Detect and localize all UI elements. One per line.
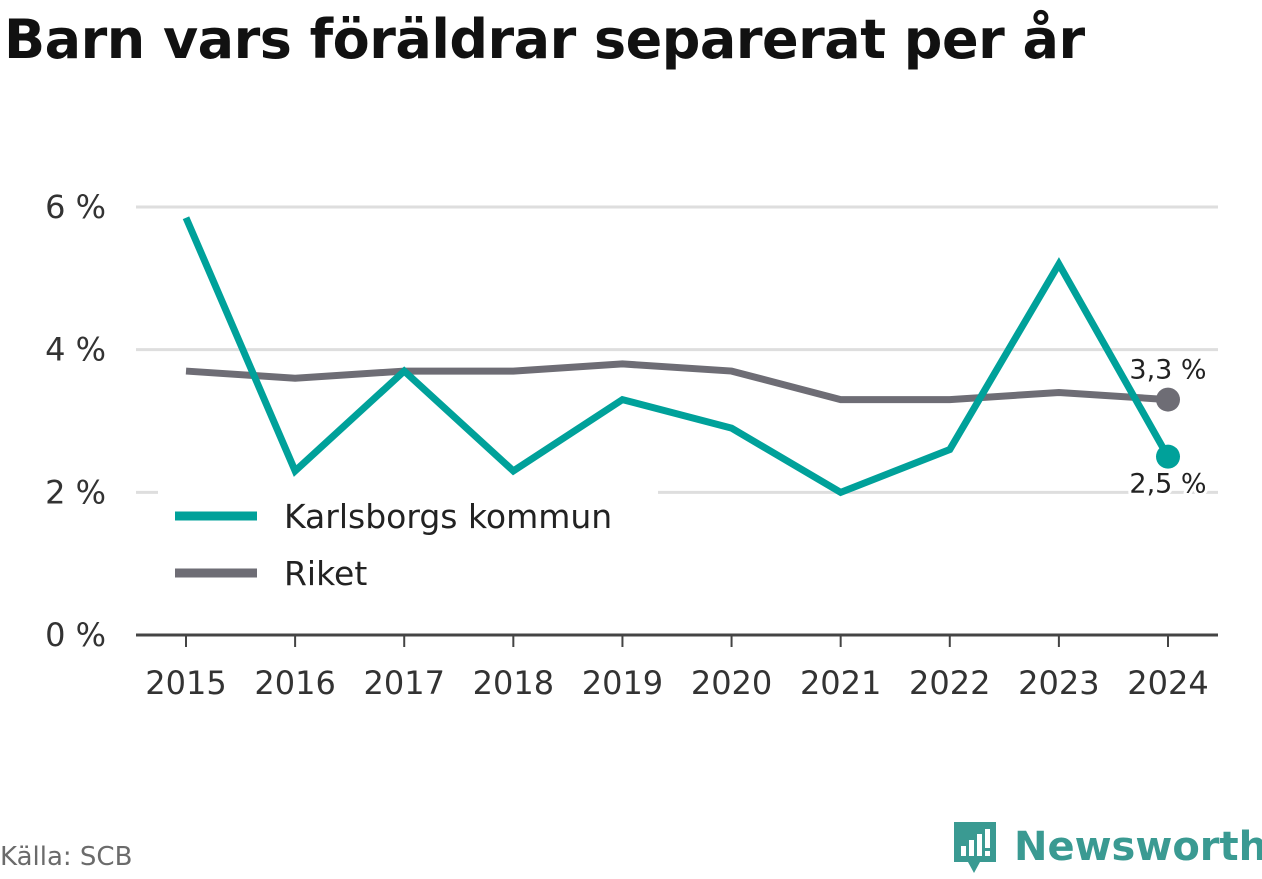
end-value-label: 2,5 % — [1129, 469, 1206, 500]
legend: Karlsborgs kommun Riket — [158, 490, 658, 610]
legend-label: Riket — [284, 554, 367, 593]
y-axis-ticks: 0 % 2 % 4 % 6 % — [45, 188, 106, 654]
y-tick-label: 2 % — [45, 473, 106, 511]
y-tick-label: 0 % — [45, 616, 106, 654]
y-tick-label: 6 % — [45, 188, 106, 226]
brand-name: Newsworthy — [1014, 824, 1262, 870]
newsworthy-logo-icon — [954, 822, 996, 873]
x-tick-label: 2021 — [800, 664, 881, 702]
x-tick-label: 2015 — [145, 664, 226, 702]
x-tick-label: 2019 — [582, 664, 663, 702]
legend-background — [158, 490, 658, 610]
x-axis: 2015 2016 2017 2018 2019 2020 2021 2022 2023 2024 — [136, 633, 1218, 702]
brand-logo: Newsworthy — [950, 818, 1262, 876]
end-point — [1156, 387, 1180, 412]
x-tick-label: 2022 — [909, 664, 990, 702]
y-tick-label: 4 % — [45, 331, 106, 369]
x-tick-label: 2020 — [691, 664, 772, 702]
x-tick-label: 2017 — [364, 664, 445, 702]
end-point — [1156, 444, 1180, 469]
legend-label: Karlsborgs kommun — [284, 497, 612, 536]
end-labels: 2,5 % 3,3 % — [1126, 352, 1209, 503]
series-line — [182, 216, 1172, 497]
x-tick-label: 2024 — [1127, 664, 1208, 702]
x-tick-label: 2018 — [473, 664, 554, 702]
series-lines — [182, 216, 1180, 497]
x-tick-label: 2023 — [1018, 664, 1099, 702]
gridlines — [136, 205, 1218, 494]
end-value-label: 3,3 % — [1129, 355, 1206, 386]
series-line — [185, 360, 1169, 404]
source-note: Källa: SCB — [0, 842, 133, 872]
chart-title: Barn vars föräldrar separerat per år — [4, 8, 1085, 71]
x-tick-label: 2016 — [254, 664, 335, 702]
